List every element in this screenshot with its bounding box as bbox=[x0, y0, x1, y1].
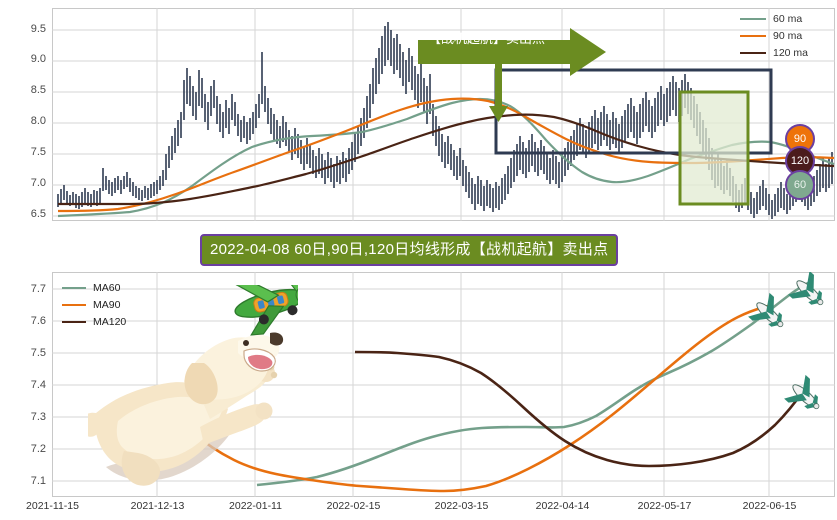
legend-label-ma90: MA90 bbox=[93, 299, 121, 311]
legend-label-ma120: MA120 bbox=[93, 316, 127, 328]
xtick-4: 2022-03-15 bbox=[434, 500, 489, 512]
top-ytick-2: 8.5 bbox=[30, 84, 46, 96]
bottom-ma120-line bbox=[354, 350, 806, 468]
bottom-ytick-2: 7.5 bbox=[30, 347, 46, 359]
bottom-chart-legend: MA60 MA90 MA120 bbox=[62, 281, 126, 332]
airplane-ma60-icon bbox=[788, 272, 824, 306]
legend-label-120ma: 120 ma bbox=[773, 47, 809, 59]
legend-label-60ma: 60 ma bbox=[773, 13, 803, 25]
dog-figure bbox=[88, 332, 284, 486]
legend-label-90ma: 90 ma bbox=[773, 30, 803, 42]
legend-item-ma120: MA120 bbox=[62, 315, 126, 329]
annotation-label: 【战机起航】卖出点 bbox=[428, 31, 546, 46]
legend-item-90ma: 90 ma bbox=[740, 29, 808, 43]
xtick-5: 2022-04-14 bbox=[535, 500, 590, 512]
xtick-3: 2022-02-15 bbox=[326, 500, 381, 512]
xtick-2: 2022-01-11 bbox=[229, 500, 282, 512]
airplane-ma120-icon bbox=[784, 374, 820, 410]
top-ytick-3: 8.0 bbox=[30, 115, 46, 127]
signal-banner: 2022-04-08 60日,90日,120日均线形成【战机起航】卖出点 bbox=[200, 234, 619, 266]
xtick-7: 2022-06-15 bbox=[742, 500, 797, 512]
legend-item-ma90: MA90 bbox=[62, 298, 126, 312]
airplane-ma90-icon bbox=[748, 292, 784, 328]
bottom-ytick-5: 7.2 bbox=[30, 443, 46, 455]
toy-airplane bbox=[234, 285, 298, 336]
badge-60: 60 bbox=[785, 170, 815, 200]
top-ytick-6: 6.5 bbox=[30, 208, 46, 220]
bottom-ytick-3: 7.4 bbox=[30, 379, 46, 391]
bottom-ytick-1: 7.6 bbox=[30, 315, 46, 327]
legend-line-120ma bbox=[740, 52, 766, 54]
bottom-ytick-6: 7.1 bbox=[30, 475, 46, 487]
bottom-ytick-0: 7.7 bbox=[30, 283, 46, 295]
annotation-stem bbox=[495, 64, 502, 108]
top-ytick-4: 7.5 bbox=[30, 146, 46, 158]
top-ytick-0: 9.5 bbox=[30, 23, 46, 35]
dog-catching-plane-illustration bbox=[88, 285, 298, 486]
annotation-arrow-shape bbox=[418, 28, 606, 76]
legend-item-ma60: MA60 bbox=[62, 281, 126, 295]
sell-point-annotation bbox=[418, 28, 606, 122]
legend-item-120ma: 120 ma bbox=[740, 46, 808, 60]
top-ytick-5: 7.0 bbox=[30, 177, 46, 189]
bottom-chart-canvas bbox=[52, 272, 835, 497]
legend-line-ma60 bbox=[62, 287, 86, 289]
xtick-1: 2021-12-13 bbox=[130, 500, 185, 512]
bottom-ma90-line bbox=[149, 304, 769, 493]
legend-line-ma120 bbox=[62, 321, 86, 323]
legend-line-60ma bbox=[740, 18, 766, 20]
xtick-6: 2022-05-17 bbox=[637, 500, 692, 512]
legend-line-90ma bbox=[740, 35, 766, 37]
bottom-ytick-4: 7.3 bbox=[30, 411, 46, 423]
bottom-gridlines bbox=[52, 272, 835, 497]
legend-line-ma90 bbox=[62, 304, 86, 306]
legend-item-60ma: 60 ma bbox=[740, 12, 808, 26]
xtick-0: 2021-11-15 bbox=[26, 500, 79, 512]
top-ytick-1: 9.0 bbox=[30, 53, 46, 65]
annotation-down-arrowhead bbox=[489, 106, 508, 122]
legend-label-ma60: MA60 bbox=[93, 282, 121, 294]
top-chart-legend: 60 ma 90 ma 120 ma bbox=[740, 12, 808, 63]
sell-signal-box bbox=[678, 90, 750, 206]
bottom-ma60-line bbox=[256, 281, 809, 487]
